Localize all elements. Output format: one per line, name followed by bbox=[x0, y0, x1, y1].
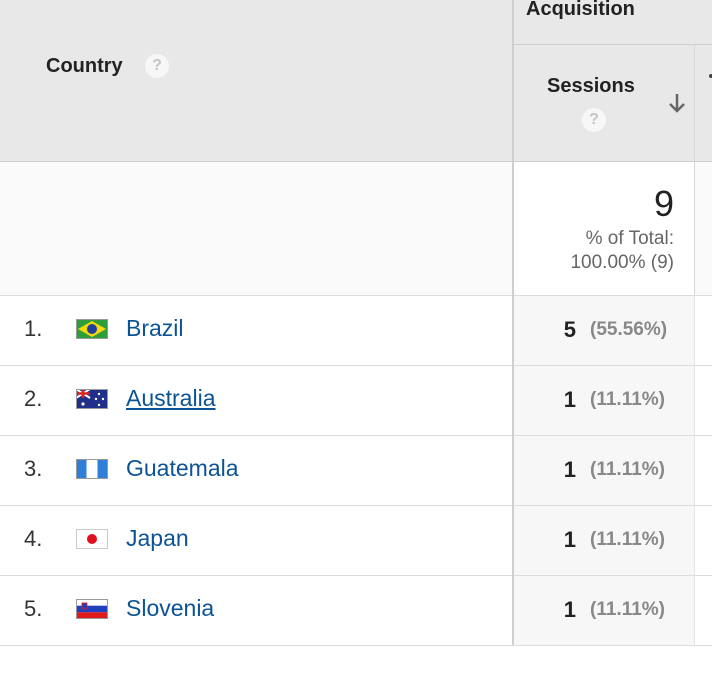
row-index: 5. bbox=[24, 596, 43, 621]
total-pct-value: 100.00% (9) bbox=[570, 252, 674, 273]
country-link-australia[interactable]: Australia bbox=[126, 385, 216, 411]
total-sessions-value: 9 bbox=[653, 183, 674, 224]
row-index: 4. bbox=[24, 526, 43, 551]
sessions-cell bbox=[514, 506, 694, 575]
table-row: 2. Australia 1 (11.11%) bbox=[0, 366, 712, 436]
sessions-value: 1 bbox=[563, 457, 576, 482]
column-divider-sessions-header bbox=[694, 45, 695, 295]
sessions-cell bbox=[514, 366, 694, 435]
sessions-percent: (11.11%) bbox=[590, 529, 665, 550]
guatemala-flag-icon bbox=[76, 459, 108, 479]
total-pct-label: % of Total: bbox=[585, 228, 674, 249]
sessions-percent: (11.11%) bbox=[590, 459, 665, 480]
acquisition-group-label: Acquisition bbox=[526, 0, 635, 20]
table-row: 1. Brazil 5 (55.56%) bbox=[0, 296, 712, 366]
sessions-help-icon[interactable]: ? bbox=[582, 108, 606, 132]
sessions-column-header[interactable]: Sessions bbox=[547, 75, 635, 97]
australia-flag-icon bbox=[76, 389, 108, 409]
sessions-percent: (55.56%) bbox=[590, 319, 668, 340]
sessions-cell bbox=[514, 436, 694, 505]
table-row: 3. Guatemala 1 (11.11%) bbox=[0, 436, 712, 506]
sessions-value: 1 bbox=[563, 527, 576, 552]
sessions-value: 1 bbox=[563, 597, 576, 622]
brazil-flag-icon bbox=[76, 319, 108, 339]
sessions-value: 1 bbox=[563, 387, 576, 412]
column-divider-sessions-rows bbox=[694, 295, 695, 645]
row-index: 3. bbox=[24, 456, 43, 481]
slovenia-flag-icon bbox=[76, 599, 108, 619]
table-row: 4. Japan 1 (11.11%) bbox=[0, 506, 712, 576]
country-column-header[interactable]: Country bbox=[46, 55, 123, 77]
country-link-slovenia[interactable]: Slovenia bbox=[126, 595, 215, 621]
next-column-edge bbox=[709, 74, 712, 78]
country-help-icon[interactable]: ? bbox=[145, 54, 169, 78]
sessions-percent: (11.11%) bbox=[590, 389, 665, 410]
row-index: 2. bbox=[24, 386, 43, 411]
row-index: 1. bbox=[24, 316, 43, 341]
sessions-cell bbox=[514, 576, 694, 645]
sessions-value: 5 bbox=[563, 317, 576, 342]
country-link-brazil[interactable]: Brazil bbox=[126, 315, 184, 341]
japan-flag-icon bbox=[76, 529, 108, 549]
table-row: 5. Slovenia 1 (11.11%) bbox=[0, 576, 712, 646]
acquisition-divider bbox=[513, 44, 712, 45]
sessions-percent: (11.11%) bbox=[590, 599, 665, 620]
country-link-guatemala[interactable]: Guatemala bbox=[126, 455, 239, 481]
country-link-japan[interactable]: Japan bbox=[126, 525, 189, 551]
sort-descending-icon[interactable] bbox=[667, 92, 687, 114]
totals-sessions-cell bbox=[514, 162, 694, 295]
sessions-cell bbox=[514, 296, 694, 365]
column-divider-main bbox=[512, 0, 514, 645]
